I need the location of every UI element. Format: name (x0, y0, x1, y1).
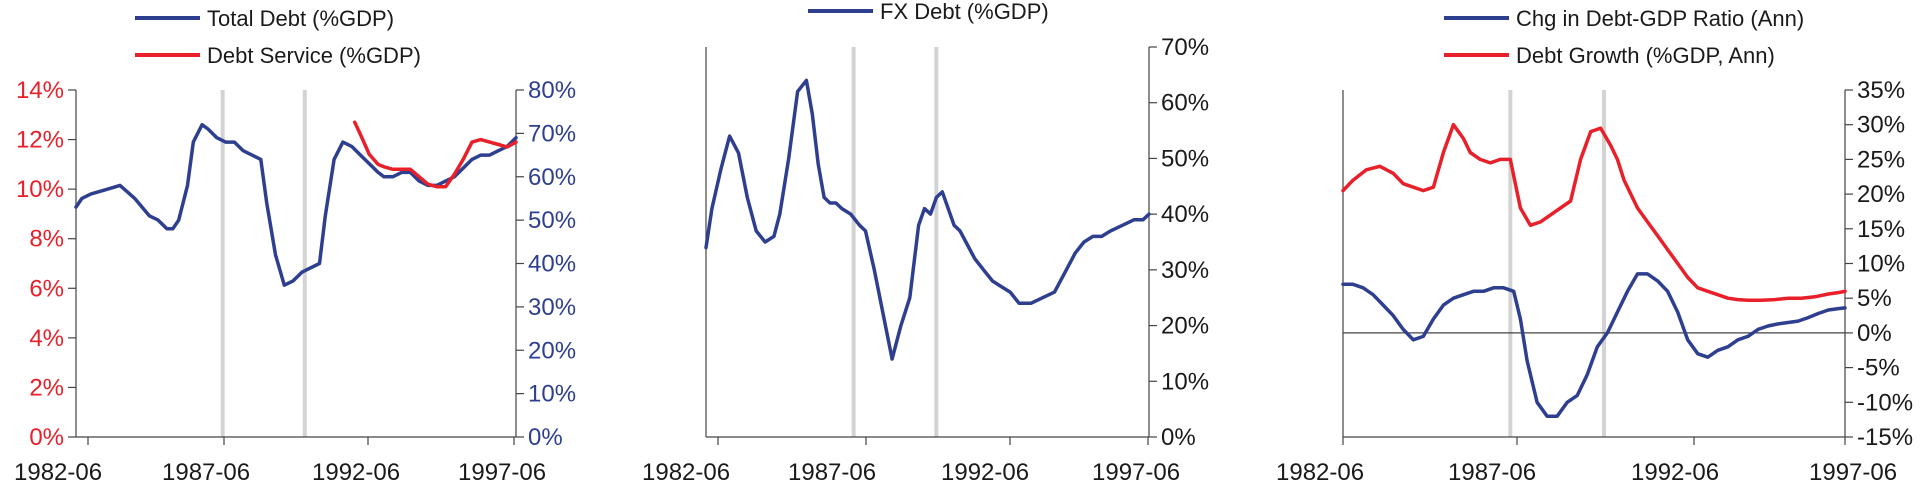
y-right-tick-label: 20% (528, 337, 576, 364)
y-right-tick-label: 30% (1161, 257, 1209, 284)
y-right-tick-label: 0% (528, 424, 563, 451)
legend-label-total-debt: Total Debt (%GDP) (207, 6, 394, 31)
y-left-tick-label: 14% (16, 77, 64, 104)
y-right-tick-label: 70% (528, 120, 576, 147)
x-tick-label: 1987-06 (162, 459, 250, 483)
y-right-tick-label: -10% (1857, 389, 1913, 416)
y-right-tick-label: 10% (528, 381, 576, 408)
legend-label-chg-debt-gdp: Chg in Debt-GDP Ratio (Ann) (1516, 6, 1804, 31)
y-right-tick-label: 10% (1161, 368, 1209, 395)
y-right-tick-label: 15% (1857, 216, 1905, 243)
legend-label-debt-service: Debt Service (%GDP) (207, 43, 421, 68)
legend-label-fx-debt: FX Debt (%GDP) (880, 0, 1049, 24)
panel-fx-debt: FX Debt (%GDP) 1982-06 1987-06 1992-06 1997… (642, 0, 1209, 483)
y-left-tick-label: 0% (29, 424, 64, 451)
y-left-tick-label: 2% (29, 374, 64, 401)
y-right-tick-label: 50% (528, 207, 576, 234)
x-tick-label: 1997-06 (1809, 459, 1897, 483)
y-right-tick-label: 30% (1857, 112, 1905, 139)
x-tick-label: 1992-06 (941, 459, 1029, 483)
x-tick-label: 1982-06 (14, 459, 102, 483)
y-left-tick-label: 6% (29, 275, 64, 302)
y-right-tick-label: 40% (528, 251, 576, 278)
y-right-tick-label: 70% (1161, 34, 1209, 61)
y-right-tick-label: 0% (1857, 320, 1892, 347)
y-right-tick-label: 40% (1161, 201, 1209, 228)
y-left-tick-label: 10% (16, 176, 64, 203)
y-right-tick-label: 0% (1161, 424, 1196, 451)
y-left-tick-label: 4% (29, 325, 64, 352)
y-right-tick-label: -5% (1857, 355, 1900, 382)
x-tick-label: 1987-06 (788, 459, 876, 483)
y-right-tick-label: 60% (1161, 90, 1209, 117)
x-tick-label: 1992-06 (1631, 459, 1719, 483)
y-left-tick-label: 12% (16, 127, 64, 154)
panel-debt-change: Chg in Debt-GDP Ratio (Ann) Debt Growth … (1276, 6, 1913, 483)
y-right-tick-label: 20% (1857, 181, 1905, 208)
series-line-debt-service-gdp (352, 120, 518, 189)
y-right-tick-label: 60% (528, 164, 576, 191)
series-line-debt-growth-gdp-ann (1341, 122, 1847, 303)
y-right-tick-label: 35% (1857, 77, 1905, 104)
y-right-tick-label: 25% (1857, 146, 1905, 173)
panel-total-debt: Total Debt (%GDP) Debt Service (%GDP) 19… (14, 6, 576, 483)
series-line-total-debt-gdp (74, 122, 518, 287)
y-right-tick-label: 10% (1857, 251, 1905, 278)
legend-label-debt-growth: Debt Growth (%GDP, Ann) (1516, 43, 1775, 68)
x-tick-label: 1997-06 (458, 459, 546, 483)
x-tick-label: 1987-06 (1448, 459, 1536, 483)
series-line-fx-debt-gdp (704, 78, 1151, 361)
y-right-tick-label: 80% (528, 77, 576, 104)
y-right-tick-label: 20% (1161, 313, 1209, 340)
y-right-tick-label: 5% (1857, 285, 1892, 312)
x-tick-label: 1982-06 (642, 459, 730, 483)
y-right-tick-label: 30% (528, 294, 576, 321)
y-right-tick-label: -15% (1857, 424, 1913, 451)
y-right-tick-label: 50% (1161, 145, 1209, 172)
y-left-tick-label: 8% (29, 226, 64, 253)
x-tick-label: 1997-06 (1092, 459, 1180, 483)
x-tick-label: 1982-06 (1276, 459, 1364, 483)
x-tick-label: 1992-06 (312, 459, 400, 483)
series-line-chg-in-debt-gdp-ratio-ann (1341, 272, 1847, 418)
